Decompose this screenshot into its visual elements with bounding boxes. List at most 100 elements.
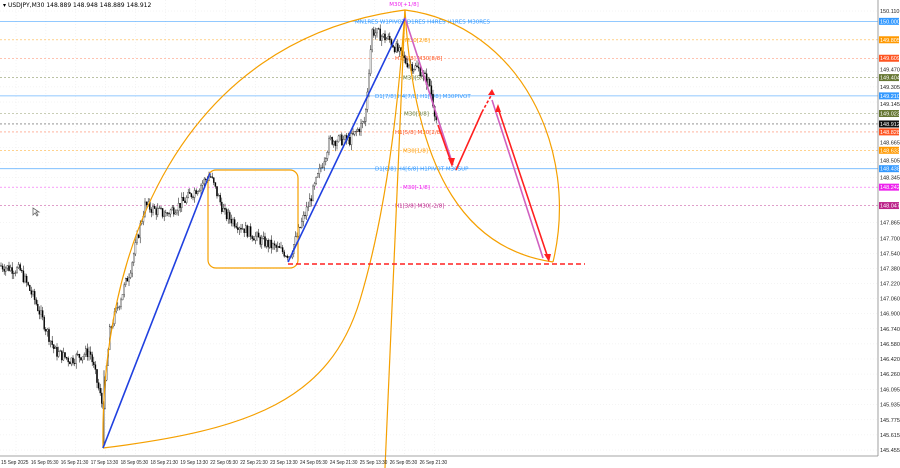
- candle-body: [155, 208, 157, 215]
- time-axis[interactable]: 15 Sep 2025 16 Sep 05:30 16 Sep 21:30 17 Se…: [1, 460, 447, 466]
- candle-body: [166, 212, 169, 214]
- candle-body: [224, 208, 226, 210]
- price-tick-label: 149.470: [880, 68, 900, 74]
- candle-body: [373, 29, 375, 36]
- price-tick-label: 150.110: [880, 9, 899, 15]
- candle-body: [357, 128, 359, 132]
- candle-body: [11, 267, 13, 274]
- price-tag: [879, 202, 899, 210]
- candle-body: [49, 340, 52, 342]
- ohlc-values: 148.889 148.948 148.889 148.912: [46, 2, 152, 9]
- candle-body: [152, 206, 154, 213]
- price-tick-label: 148.345: [880, 175, 900, 181]
- candles: [0, 24, 437, 444]
- candle-body: [43, 316, 45, 330]
- arrow-down-2: [497, 107, 549, 259]
- price-axis[interactable]: 150.110 149.470 149.305 149.145 148.665 148.5…: [879, 9, 900, 454]
- price-tag: [879, 92, 899, 100]
- candle-body: [1, 265, 4, 270]
- candle-body: [424, 72, 426, 74]
- price-tick-label: 146.095: [880, 388, 900, 394]
- candle-body: [9, 267, 12, 271]
- candle-body: [411, 64, 413, 72]
- candle-body: [131, 262, 133, 274]
- candle-body: [376, 28, 378, 34]
- candle-body: [70, 357, 73, 365]
- candle-body: [248, 226, 250, 237]
- candle-body: [22, 270, 25, 283]
- price-tick-label: 147.220: [880, 282, 900, 288]
- candle-body: [41, 310, 44, 318]
- candle-body: [101, 392, 103, 404]
- candle-body: [352, 133, 354, 135]
- candle-body: [83, 354, 85, 357]
- candle-body: [184, 200, 186, 203]
- candle-body: [97, 382, 100, 389]
- candle-body: [230, 219, 233, 224]
- candle-body: [86, 348, 89, 357]
- candle-body: [198, 190, 201, 192]
- arc-apex-left: [384, 9, 406, 468]
- level-lines: MN1RES W1PIVOT D1RES H4RES H1RES M30RES M…: [0, 19, 878, 210]
- level-label: M30[-1/8]: [403, 185, 430, 191]
- candle-body: [13, 273, 15, 274]
- candle-body: [134, 242, 137, 255]
- price-tick-label: 146.420: [880, 357, 900, 363]
- candle-body: [62, 352, 65, 361]
- candle-body: [363, 121, 365, 123]
- candle-body: [256, 232, 258, 237]
- candle-body: [29, 284, 31, 291]
- price-tick-label: 148.505: [880, 159, 900, 165]
- candle-body: [137, 234, 140, 238]
- candle-body: [158, 207, 161, 209]
- crosshair-cursor-icon: [32, 207, 41, 217]
- candle-body: [283, 251, 285, 257]
- candle-body: [96, 369, 98, 383]
- grid: [0, 0, 878, 456]
- candle-body: [72, 357, 74, 364]
- candle-body: [163, 215, 165, 217]
- symbol-label: USDJPY,M30: [7, 2, 45, 9]
- candle-body: [403, 55, 405, 58]
- price-tag: [879, 36, 899, 44]
- candle-body: [312, 185, 314, 202]
- candle-body: [261, 237, 263, 245]
- candle-body: [120, 299, 122, 307]
- candle-body: [267, 239, 269, 248]
- candle-body: [273, 243, 276, 246]
- candle-body: [14, 272, 17, 274]
- candle-body: [326, 152, 329, 159]
- candle-body: [144, 201, 146, 217]
- price-tag-label: 148.047: [880, 204, 900, 210]
- candle-body: [251, 236, 253, 239]
- candle-body: [126, 278, 129, 282]
- candle-body: [344, 135, 346, 140]
- candle-body: [85, 348, 87, 355]
- candle-body: [387, 36, 389, 39]
- candle-body: [358, 128, 361, 133]
- candle-body: [253, 238, 255, 241]
- price-tick-label: 146.900: [880, 312, 900, 318]
- candle-body: [67, 357, 69, 363]
- candle-body: [157, 208, 159, 215]
- price-tick-label: 145.775: [880, 418, 900, 424]
- dropdown-triangle-icon[interactable]: ▾: [3, 2, 7, 9]
- candle-body: [246, 225, 249, 237]
- candle-body: [78, 354, 81, 358]
- candle-body: [355, 130, 357, 132]
- candle-body: [377, 28, 380, 30]
- candle-body: [325, 158, 327, 163]
- price-tag: [879, 120, 899, 128]
- candle-body: [182, 197, 185, 202]
- candle-body: [353, 131, 356, 135]
- trendline-2: [287, 17, 406, 263]
- top-level-label: M30[+1/8]: [389, 2, 419, 8]
- candle-body: [177, 203, 180, 212]
- candle-body: [211, 176, 213, 178]
- candle-body: [371, 29, 373, 50]
- price-tick-label: 146.740: [880, 327, 900, 333]
- candle-body: [65, 357, 68, 359]
- time-tick-label: 19 Sep 13:30: [180, 460, 208, 466]
- candle-body: [169, 209, 172, 215]
